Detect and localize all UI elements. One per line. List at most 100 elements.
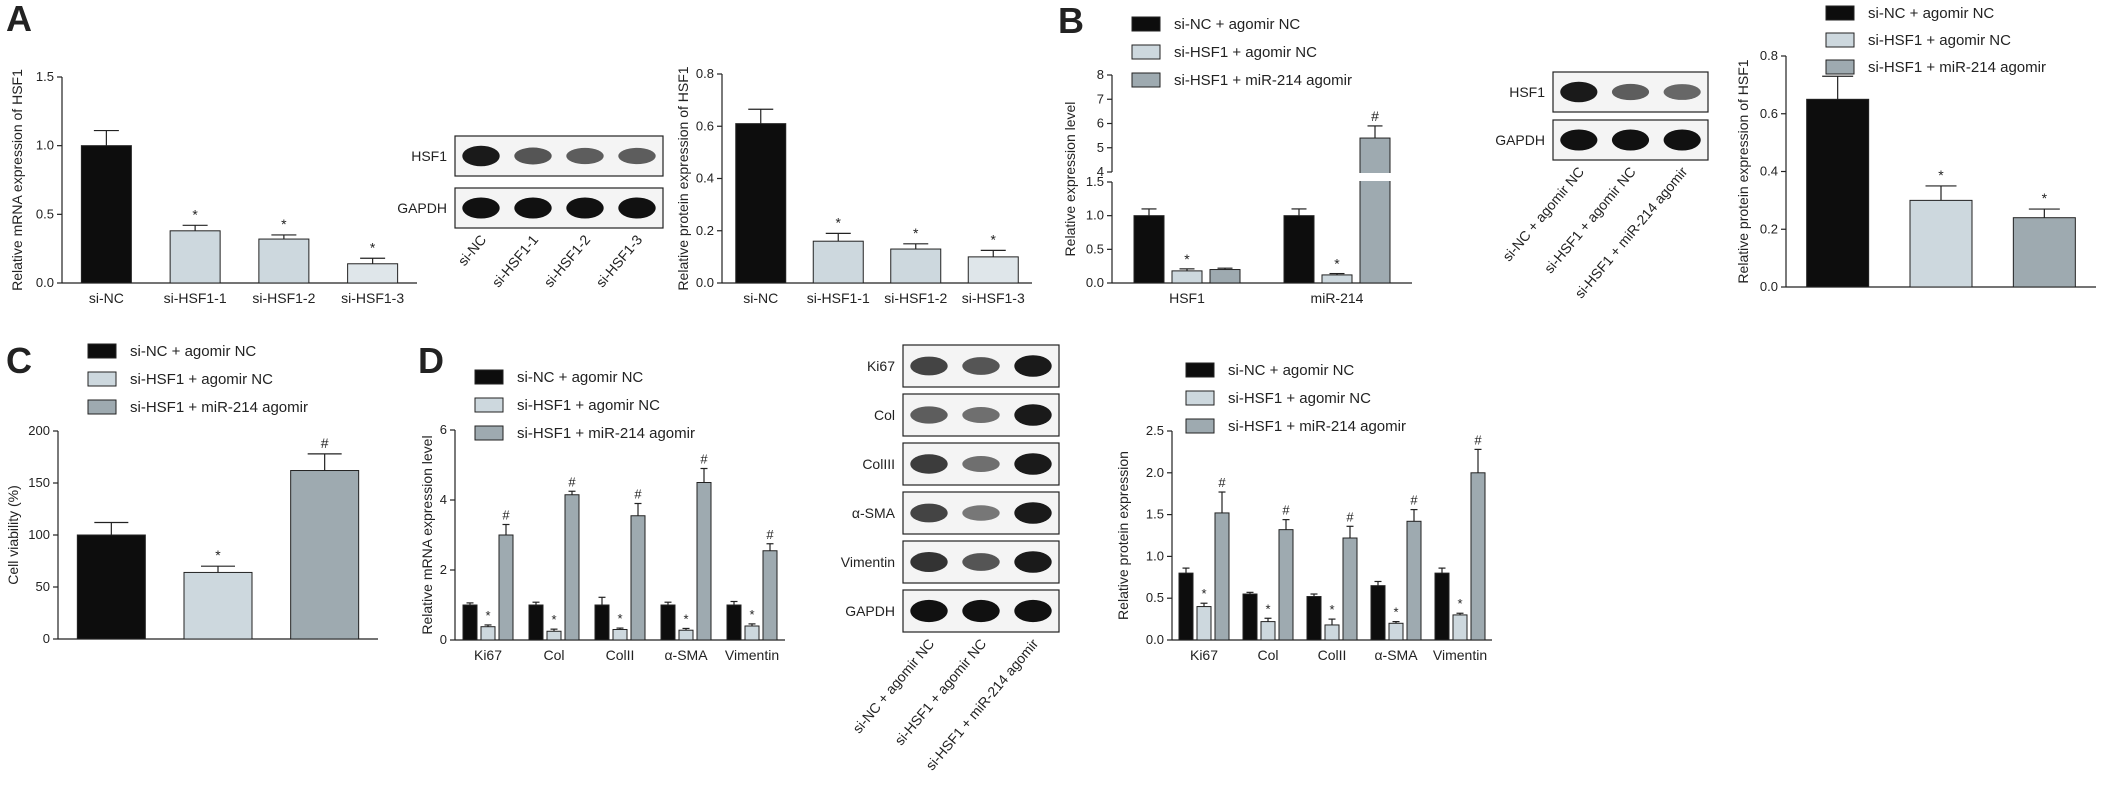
chart-c-legend-swatch [87,399,117,415]
chart-d2-significance-mark: * [1393,605,1398,620]
chart-a1-y-tick-label: 0.5 [36,206,54,221]
blot-a-band [514,197,552,219]
chart-d2-legend-label: si-HSF1 + miR-214 agomir [1228,418,1406,435]
chart-b1-y-tick-label: 7 [1097,91,1104,106]
chart-d1-legend-swatch [474,369,504,385]
panel-label-a: A [6,0,32,39]
chart-b2-legend-swatch [1825,32,1855,48]
blot-d-band [1014,355,1052,377]
blot-a-band [462,145,500,167]
chart-d1-y-axis-label: Relative mRNA expression level [419,435,435,634]
chart-d1-significance-mark: # [502,508,510,523]
chart-c-y-tick-label: 0 [43,631,50,646]
chart-a2-significance-mark: * [991,231,997,247]
chart-b2-legend-label: si-NC + agomir NC [1868,5,1994,22]
chart-d2-bar [1178,572,1194,641]
chart-a1-x-tick-label: si-HSF1-2 [252,290,315,306]
blot-d-band [910,503,948,523]
chart-b2-y-tick-label: 0.4 [1760,164,1778,179]
blot-a-row-label: GAPDH [397,200,447,216]
blot-d-band [962,455,1000,473]
chart-b1-legend-swatch [1131,16,1161,32]
chart-d1-significance-mark: # [700,452,708,467]
blot-b-band [1611,129,1650,151]
chart-c-y-tick-label: 100 [28,527,50,542]
blot-d-band [910,454,948,474]
blot-d-band [962,599,1000,623]
blot-d-band [910,406,948,424]
chart-a1-x-tick-label: si-HSF1-1 [164,290,227,306]
blot-d-band [1014,502,1052,524]
chart-d1-x-tick-label: Vimentin [725,647,779,663]
chart-d1-significance-mark: * [617,611,622,626]
chart-d2-bar [1388,622,1404,641]
chart-d1-significance-mark: * [683,611,688,626]
chart-d2-bar [1324,624,1340,641]
blot-d-band [910,552,948,572]
blot-d-band [962,505,1000,521]
chart-d1-y-tick-label: 6 [440,422,447,437]
chart-c-y-tick-label: 200 [28,423,50,438]
chart-d1-x-tick-label: α-SMA [664,647,708,663]
chart-b1-legend-label: si-HSF1 + agomir NC [1174,44,1317,61]
chart-b1-significance-mark: * [1334,256,1340,272]
chart-d2-y-tick-label: 2.5 [1146,423,1164,438]
blot-a-row-label: HSF1 [411,148,447,164]
chart-a2-y-tick-label: 0.8 [696,66,714,81]
chart-d2-significance-mark: * [1329,602,1334,617]
chart-b1-y-tick-label: 0.0 [1086,275,1104,290]
chart-b1-legend-swatch [1131,72,1161,88]
chart-b2-legend-label: si-HSF1 + agomir NC [1868,32,2011,49]
chart-a-mrna: 0.0 0.5 1.0 1.5 Relative mRNA expression of … [9,69,417,306]
chart-d1-y-tick-label: 2 [440,562,447,577]
chart-a1-y-tick-label: 1.0 [36,138,54,153]
chart-d2-significance-mark: # [1410,493,1418,508]
chart-d2-bar [1452,614,1468,641]
chart-b1-significance-mark: * [1184,251,1190,267]
blot-d-band [962,553,1000,571]
chart-c-bar [76,534,146,640]
chart-a1-y-tick-label: 0.0 [36,275,54,290]
chart-d2-x-tick-label: α-SMA [1374,647,1418,663]
chart-d1-significance-mark: * [749,607,754,622]
chart-b2-bar [2012,217,2076,288]
chart-b2-bar [1909,199,1973,288]
chart-a1-x-tick-label: si-NC [89,290,124,306]
blot-d-band [1014,551,1052,573]
chart-b2-legend-swatch [1825,5,1855,21]
chart-d2-bar [1214,512,1230,641]
chart-a1-y-tick-label: 1.5 [36,69,54,84]
chart-b2-legend-swatch [1825,59,1855,75]
chart-a2-x-tick-label: si-NC [743,290,778,306]
chart-d2-legend-swatch [1185,418,1215,434]
chart-d2-y-tick-label: 1.5 [1146,507,1164,522]
chart-d2-y-tick-label: 0.5 [1146,590,1164,605]
chart-d2-significance-mark: # [1218,475,1226,490]
blot-d-band [962,357,1000,375]
chart-a2-y-tick-label: 0.0 [696,275,714,290]
chart-b1-y-tick-label: 0.5 [1086,241,1104,256]
blot-b-band [1663,129,1701,151]
chart-a1-bar [258,238,310,284]
chart-c-bar [183,571,253,640]
chart-c-bar [290,470,360,640]
chart-d2-x-tick-label: ColII [1318,647,1347,663]
chart-b1-legend-label: si-NC + agomir NC [1174,16,1300,33]
chart-d2-y-tick-label: 2.0 [1146,465,1164,480]
blot-b-row-label: GAPDH [1495,132,1545,148]
chart-d1-significance-mark: # [568,474,576,489]
chart-b-protein: 0.0 0.2 0.4 0.6 0.8 Relative protein expressi… [1735,5,2096,294]
chart-d1-legend-label: si-NC + agomir NC [517,369,643,386]
chart-c-legend-label: si-HSF1 + miR-214 agomir [130,399,308,416]
chart-b1-y-tick-label: 4 [1097,164,1104,179]
chart-d1-significance-mark: # [766,527,774,542]
chart-b2-y-tick-label: 0.2 [1760,221,1778,236]
blot-d-row-label: Ki67 [867,358,895,374]
chart-d1-x-tick-label: Col [543,647,564,663]
chart-b1-significance-mark: # [1371,108,1379,124]
chart-d2-legend-swatch [1185,362,1215,378]
chart-a1-y-axis-label: Relative mRNA expression of HSF1 [9,69,25,291]
